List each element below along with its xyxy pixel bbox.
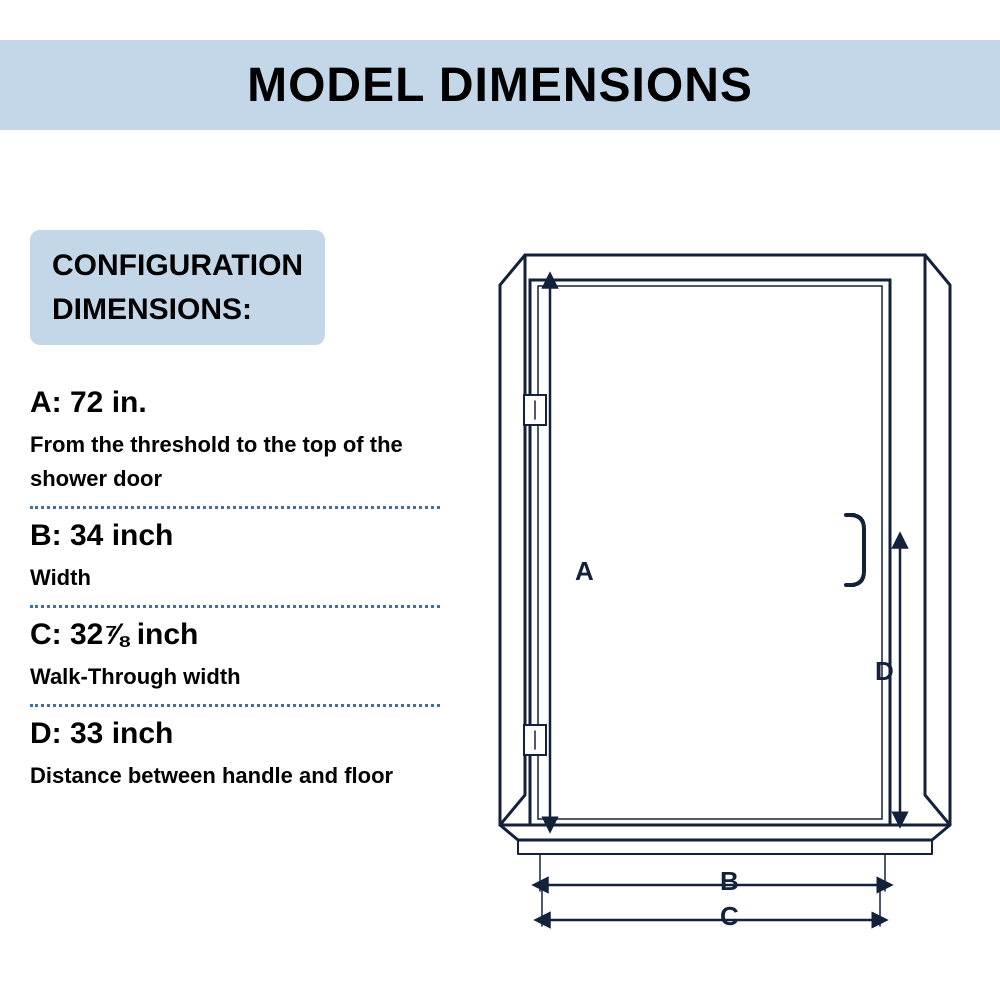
divider — [30, 506, 440, 509]
svg-text:C: C — [720, 901, 739, 931]
dimension-item: A: 72 in. From the threshold to the top … — [30, 386, 460, 509]
svg-text:B: B — [720, 866, 739, 896]
config-heading-line1: CONFIGURATION — [52, 244, 303, 288]
svg-text:A: A — [575, 556, 594, 586]
dimensions-list: A: 72 in. From the threshold to the top … — [30, 380, 460, 803]
dimension-desc: Walk-Through width — [30, 660, 460, 694]
svg-text:D: D — [875, 656, 894, 686]
dimension-label: B: 34 inch — [30, 519, 460, 553]
dimension-item: B: 34 inch Width — [30, 519, 460, 608]
dimension-desc: Width — [30, 561, 460, 595]
page-title: MODEL DIMENSIONS — [247, 58, 753, 113]
shower-door-diagram: A BC D — [480, 225, 980, 945]
dimension-label: A: 72 in. — [30, 386, 460, 420]
dimension-desc: Distance between handle and floor — [30, 759, 460, 793]
config-heading-badge: CONFIGURATION DIMENSIONS: — [30, 230, 325, 345]
dimension-label: D: 33 inch — [30, 717, 460, 751]
dimension-item: D: 33 inch Distance between handle and f… — [30, 717, 460, 793]
title-banner: MODEL DIMENSIONS — [0, 40, 1000, 130]
dimension-desc: From the threshold to the top of the sho… — [30, 428, 460, 496]
dimension-item: C: 32⅞ inch Walk-Through width — [30, 618, 460, 707]
divider — [30, 605, 440, 608]
divider — [30, 704, 440, 707]
config-heading-line2: DIMENSIONS: — [52, 288, 303, 332]
dimension-label: C: 32⅞ inch — [30, 618, 460, 652]
